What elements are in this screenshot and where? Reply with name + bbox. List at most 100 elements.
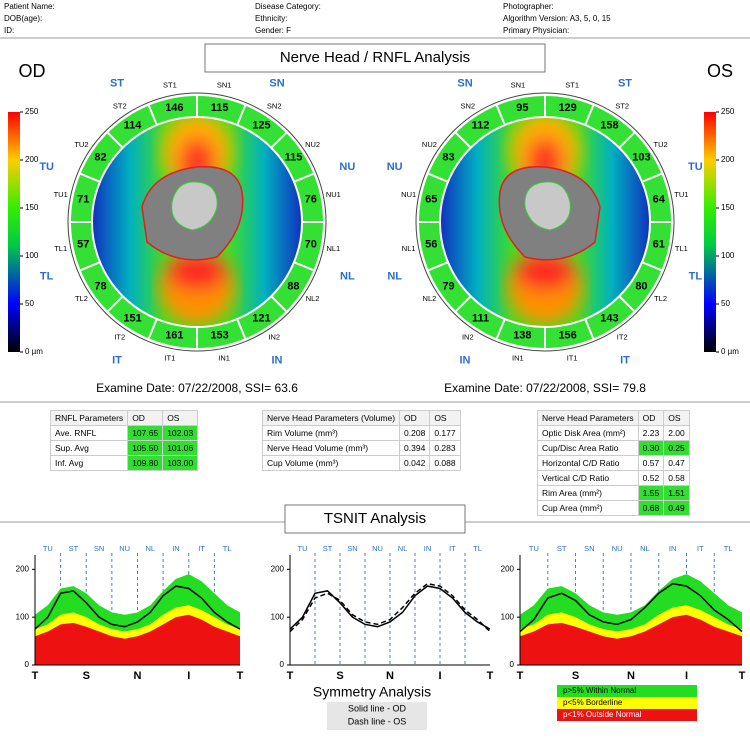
table-cell: 0.68	[637, 500, 665, 516]
sector-value: 146	[165, 102, 183, 114]
sector-value: 115	[211, 102, 229, 114]
sector-value: 112	[472, 119, 490, 131]
sector-value: 76	[305, 193, 317, 205]
legend-swatch	[557, 697, 697, 709]
sector-value: 103	[632, 151, 650, 163]
tsnit-title-box	[284, 504, 466, 534]
sector-name: IN2	[462, 333, 474, 342]
table-cell: Nerve Head Parameters (Volume)	[261, 410, 401, 426]
sector-value: 138	[513, 330, 531, 342]
sector-value: 71	[77, 193, 89, 205]
tsnit-line	[289, 585, 491, 630]
table-cell: Sup. Avg	[49, 440, 129, 456]
disease: Disease Category:	[255, 2, 321, 11]
table-cell: OD	[637, 410, 665, 426]
colorbar-label: 100	[721, 251, 735, 260]
sector-divider	[270, 131, 288, 149]
sector-name: SN1	[511, 81, 526, 90]
colorbar-label: 100	[25, 251, 39, 260]
colorbar-label: 200	[25, 155, 39, 164]
sector-value: 121	[252, 312, 270, 324]
sector-name: IT1	[567, 353, 578, 362]
quadrant-label: TL	[689, 271, 703, 283]
table-cell: 0.25	[663, 440, 690, 456]
sector-name: NU2	[422, 140, 437, 149]
ethnicity: Ethnicity:	[255, 14, 287, 23]
sector-value: 111	[472, 312, 489, 324]
table-cell: Vertical C/D Ratio	[537, 470, 639, 486]
y-tick-label: 0	[280, 660, 285, 669]
sector-value: 64	[653, 193, 666, 205]
sector-divider	[454, 295, 472, 313]
table-cell: OS	[429, 410, 461, 426]
table-cell: 0.58	[663, 470, 690, 486]
x-label: N	[134, 670, 142, 682]
table-cell: 109.80	[127, 455, 164, 471]
sector-value: 88	[287, 280, 299, 292]
x-label: T	[237, 670, 244, 682]
table-cell: OD	[399, 410, 431, 426]
sector-label: IN	[669, 544, 677, 553]
y-tick-label: 200	[271, 564, 285, 573]
sector-value: 56	[425, 239, 437, 251]
sector-name: IN1	[512, 353, 524, 362]
legend-label: p<5% Borderline	[563, 698, 623, 707]
table-cell: 0.49	[663, 500, 690, 516]
sector-value: 115	[285, 151, 303, 163]
colorbar-label: 0 µm	[721, 347, 739, 356]
quadrant-label: SN	[457, 77, 472, 89]
table-cell: 0.283	[429, 440, 461, 456]
x-label: T	[517, 670, 524, 682]
sector-value: 129	[558, 102, 576, 114]
sector-divider	[584, 104, 595, 126]
sector-name: ST1	[163, 81, 177, 90]
table-cell: 2.23	[637, 425, 665, 441]
sector-name: SN2	[267, 101, 282, 110]
sector-name: NL2	[306, 294, 320, 303]
sector-label: IT	[697, 544, 704, 553]
sector-name: TU2	[74, 140, 88, 149]
eye-label: OD	[19, 61, 46, 81]
sector-divider	[293, 172, 315, 183]
sector-divider	[427, 172, 449, 183]
title: Nerve Head / RNFL Analysis	[280, 49, 470, 66]
legend-swatch	[557, 709, 697, 721]
x-label: I	[685, 670, 688, 682]
sector-value: 153	[210, 330, 228, 342]
colorbar-label: 250	[25, 107, 39, 116]
sector-divider	[147, 318, 158, 340]
sector-divider	[495, 104, 506, 126]
tsnit-band	[520, 614, 742, 665]
x-label: S	[83, 670, 90, 682]
table-row: Nerve Head Volume (mm³) 0.394 0.283	[261, 440, 461, 456]
x-label: N	[627, 670, 635, 682]
sector-label: IT	[449, 544, 456, 553]
sector-divider	[236, 318, 247, 340]
table-row: Vertical C/D Ratio 0.52 0.58	[537, 470, 690, 486]
sector-label: SN	[94, 544, 104, 553]
sector-divider	[641, 172, 663, 183]
quadrant-label: IN	[272, 354, 283, 366]
symmetry-key	[327, 702, 427, 730]
legend-swatch	[557, 685, 697, 697]
y-tick-label: 100	[271, 612, 285, 621]
table-cell: 0.57	[637, 455, 665, 471]
y-tick-label: 200	[501, 564, 515, 573]
table-cell: 0.52	[637, 470, 665, 486]
sector-value: 158	[600, 119, 618, 131]
x-label: T	[487, 670, 494, 682]
dob: DOB(age):	[4, 14, 42, 23]
sector-divider	[270, 295, 288, 313]
table-row: Cup/Disc Area Ratio 0.30 0.25	[537, 440, 690, 456]
sector-name: IT2	[114, 333, 125, 342]
sector-divider	[641, 261, 663, 272]
patient-name: Patient Name:	[4, 2, 55, 11]
solid-key: Solid line - OD	[348, 703, 407, 713]
table-row: Inf. Avg 109.80 103.00	[49, 455, 199, 471]
table-row: Rim Volume (mm³) 0.208 0.177	[261, 425, 461, 441]
quadrant-label: TL	[40, 271, 54, 283]
sector-label: NL	[398, 544, 408, 553]
table-cell: 0.394	[399, 440, 431, 456]
y-tick-label: 0	[25, 660, 30, 669]
